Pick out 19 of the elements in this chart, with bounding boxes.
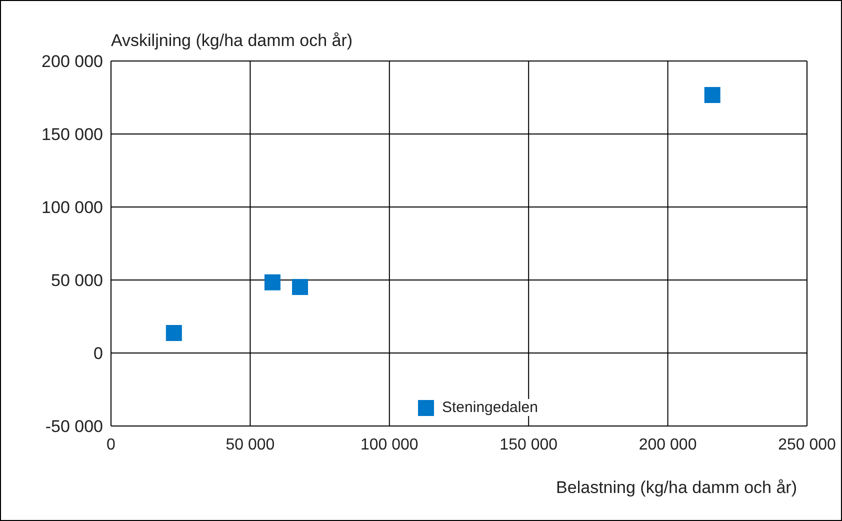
y-tick-label: 50 000 (51, 271, 103, 290)
y-tick-label: 200 000 (42, 52, 103, 72)
point (292, 279, 308, 296)
x-tick-label: 100 000 (360, 436, 418, 454)
y-tick-label: 150 000 (42, 125, 103, 144)
y-tick-label: 100 000 (42, 198, 103, 218)
x-tick-label: 150 000 (500, 436, 558, 454)
point (166, 325, 182, 341)
point (264, 274, 280, 290)
x-tick-label: 50 000 (226, 436, 275, 454)
y-axis-title: Avskiljning (kg/ha damm och år) (111, 31, 353, 51)
x-tick-label: 0 (106, 436, 116, 454)
y-tick-label: 0 (94, 344, 103, 364)
x-tick-label: 250 000 (778, 436, 836, 454)
legend-label: Steningedalen (416, 399, 540, 416)
x-tick-label: 200 000 (638, 436, 697, 454)
y-tick-label: -50 000 (45, 417, 103, 436)
x-axis-title: Belastning (kg/ha damm och år) (556, 478, 797, 497)
point (704, 87, 720, 104)
